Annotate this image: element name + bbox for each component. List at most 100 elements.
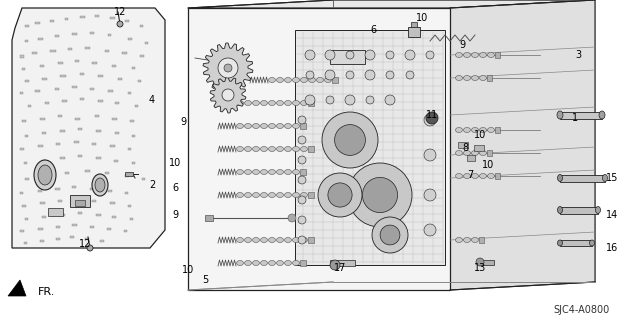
Bar (308, 146, 314, 152)
Bar (110, 202, 115, 204)
Bar (38, 145, 43, 147)
Bar (132, 135, 135, 137)
Bar (560, 207, 598, 214)
Circle shape (322, 112, 378, 168)
Text: 14: 14 (606, 210, 618, 220)
Ellipse shape (244, 238, 252, 242)
Ellipse shape (463, 151, 470, 155)
Polygon shape (210, 77, 246, 113)
Ellipse shape (292, 169, 300, 174)
Bar (92, 143, 96, 145)
Ellipse shape (253, 238, 259, 242)
Bar (56, 226, 60, 228)
Bar (75, 60, 79, 62)
Bar (25, 218, 28, 220)
Ellipse shape (472, 151, 479, 155)
Text: 6: 6 (370, 25, 376, 35)
Circle shape (426, 51, 434, 59)
Bar (38, 38, 43, 40)
Ellipse shape (276, 123, 284, 129)
Ellipse shape (589, 240, 595, 246)
Bar (474, 145, 484, 151)
Circle shape (424, 224, 436, 236)
Ellipse shape (276, 146, 284, 152)
Bar (28, 105, 31, 107)
Bar (78, 155, 82, 157)
Circle shape (362, 177, 397, 212)
Ellipse shape (237, 261, 243, 265)
Bar (20, 192, 23, 194)
Text: 9: 9 (459, 40, 465, 50)
Polygon shape (450, 0, 595, 290)
Bar (125, 192, 128, 194)
Text: 5: 5 (202, 275, 208, 285)
Bar (92, 200, 96, 202)
Bar (115, 132, 119, 134)
Bar (60, 157, 65, 159)
Bar (22, 205, 26, 207)
Bar (495, 173, 500, 179)
Bar (125, 20, 129, 22)
Bar (140, 25, 143, 27)
Bar (142, 178, 145, 180)
Bar (20, 92, 23, 94)
Polygon shape (188, 0, 595, 8)
Ellipse shape (244, 169, 252, 174)
Bar (145, 42, 148, 44)
Ellipse shape (269, 100, 275, 106)
Ellipse shape (557, 174, 563, 182)
Bar (22, 68, 25, 70)
Bar (332, 77, 338, 83)
Ellipse shape (308, 78, 316, 83)
Circle shape (476, 258, 484, 266)
Bar (300, 169, 306, 175)
Circle shape (326, 96, 334, 104)
Bar (300, 123, 306, 129)
Ellipse shape (292, 146, 300, 152)
Text: 6: 6 (172, 183, 178, 193)
Text: 4: 4 (149, 95, 155, 105)
Circle shape (405, 50, 415, 60)
Ellipse shape (301, 78, 307, 83)
Bar (188, 8, 450, 290)
Ellipse shape (253, 169, 259, 174)
Bar (92, 62, 97, 64)
Bar (42, 216, 46, 218)
Circle shape (305, 95, 315, 105)
Bar (90, 188, 95, 190)
Text: 10: 10 (182, 265, 194, 275)
Bar (22, 120, 26, 122)
Ellipse shape (456, 238, 463, 242)
Circle shape (426, 112, 438, 124)
Ellipse shape (237, 169, 243, 174)
Bar (80, 73, 84, 75)
Text: 9: 9 (172, 210, 178, 220)
Bar (330, 50, 365, 64)
Bar (95, 15, 99, 17)
Bar (411, 22, 417, 27)
Bar (308, 237, 314, 243)
Ellipse shape (456, 76, 463, 80)
Ellipse shape (595, 206, 600, 213)
Bar (132, 162, 135, 164)
Ellipse shape (260, 192, 268, 197)
Bar (98, 100, 103, 102)
Bar (408, 27, 420, 37)
Bar (330, 260, 355, 266)
Circle shape (335, 125, 365, 155)
Text: 12: 12 (79, 239, 91, 249)
Bar (479, 237, 484, 243)
Ellipse shape (260, 261, 268, 265)
Circle shape (288, 214, 296, 222)
Ellipse shape (463, 174, 470, 179)
Bar (480, 260, 494, 265)
Bar (495, 127, 500, 133)
Text: 10: 10 (474, 130, 486, 140)
Bar (458, 142, 468, 148)
Bar (295, 30, 445, 265)
Bar (35, 90, 40, 92)
Bar (60, 130, 65, 132)
Text: 7: 7 (467, 170, 473, 180)
Bar (135, 105, 138, 107)
Ellipse shape (276, 78, 284, 83)
